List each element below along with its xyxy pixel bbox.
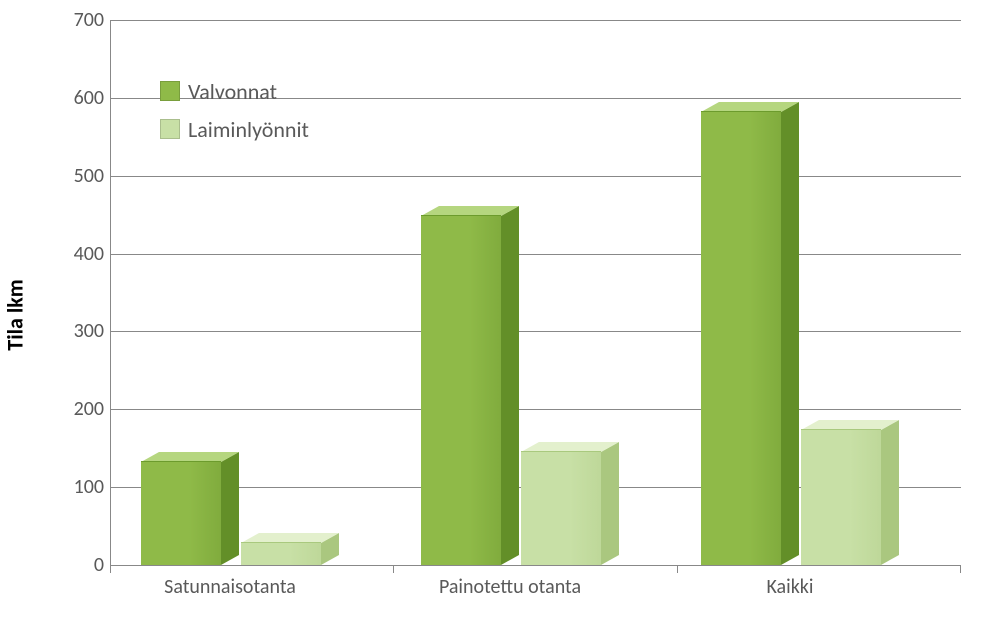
bar-laiminlyönnit-1 [521, 442, 619, 565]
y-tick-label: 400 [44, 242, 104, 266]
legend-swatch-valvonnat [160, 81, 180, 101]
gridline [111, 565, 961, 566]
bar-valvonnat-1 [421, 206, 519, 565]
x-tick [110, 565, 111, 573]
bar-laiminlyönnit-0 [241, 533, 339, 565]
bar-laiminlyönnit-2 [801, 420, 899, 565]
y-tick-label: 200 [44, 397, 104, 421]
bar-chart: Tila lkm Valvonnat Laiminlyönnit 0 100 200… [0, 0, 984, 630]
gridline [111, 20, 961, 21]
x-category-label: Satunnaisotanta [120, 575, 340, 599]
legend-label-valvonnat: Valvonnat [188, 78, 277, 105]
bar-valvonnat-0 [141, 452, 239, 565]
x-tick [393, 565, 394, 573]
x-category-label: Painotettu otanta [400, 575, 620, 599]
y-tick-label: 300 [44, 319, 104, 343]
gridline [111, 254, 961, 255]
legend-item-laiminlyonnit: Laiminlyönnit [160, 113, 309, 145]
y-tick-label: 100 [44, 475, 104, 499]
gridline [111, 409, 961, 410]
y-tick-label: 700 [44, 8, 104, 32]
gridline [111, 176, 961, 177]
legend-swatch-laiminlyonnit [160, 119, 180, 139]
y-tick-label: 500 [44, 164, 104, 188]
y-tick-label: 0 [44, 553, 104, 577]
x-category-label: Kaikki [680, 575, 900, 599]
y-tick-label: 600 [44, 86, 104, 110]
legend: Valvonnat Laiminlyönnit [160, 75, 309, 151]
bar-valvonnat-2 [701, 102, 799, 565]
x-tick [677, 565, 678, 573]
y-axis-title: Tila lkm [2, 279, 29, 350]
gridline [111, 331, 961, 332]
legend-item-valvonnat: Valvonnat [160, 75, 309, 107]
legend-label-laiminlyonnit: Laiminlyönnit [188, 116, 309, 143]
x-tick [960, 565, 961, 573]
